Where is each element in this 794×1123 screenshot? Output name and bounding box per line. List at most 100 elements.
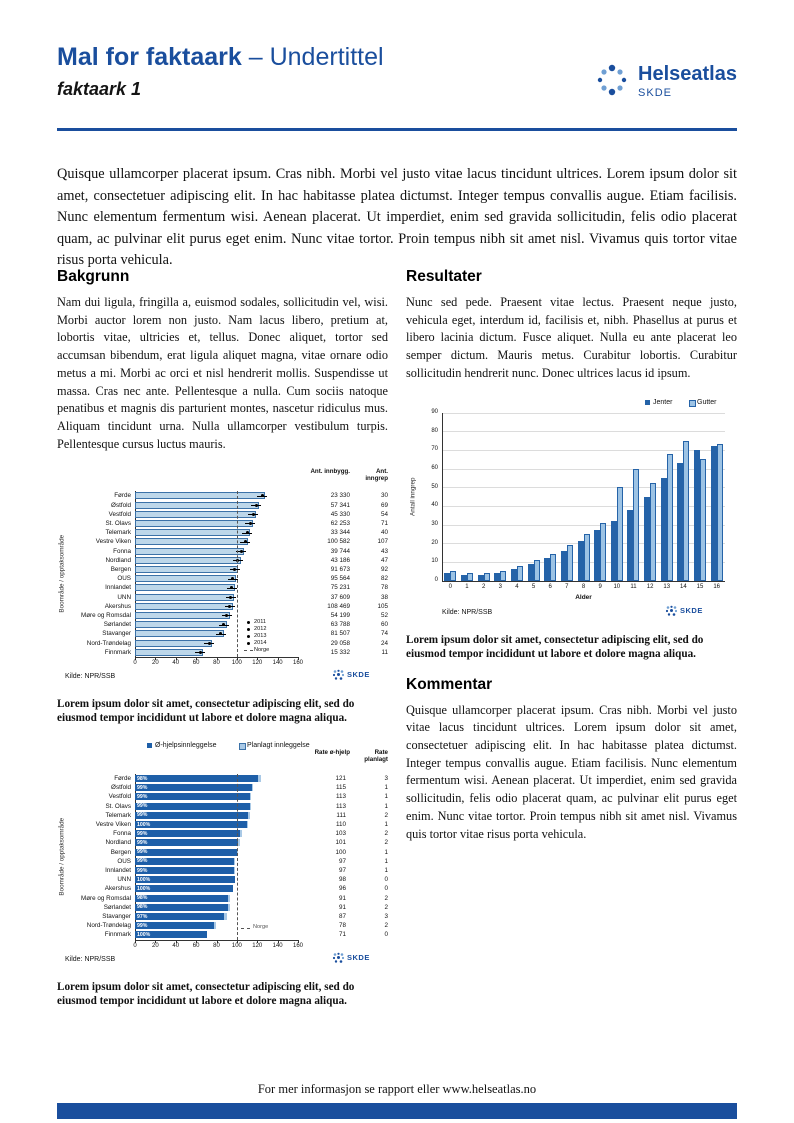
rate-main-value: 97 xyxy=(338,867,346,875)
bar-gutter xyxy=(650,483,657,581)
legend-swatch-acute xyxy=(147,743,152,749)
chart-interventions-by-age: 0 10 20 30 40 50 60 70 80 90 0 1 2 3 4 5 6 7 8 9 10 11 12 13 14 1… xyxy=(406,397,737,625)
rate-secondary-value: 2 xyxy=(384,830,388,838)
inhabitants-value: 15 332 xyxy=(330,648,350,656)
legend-label-acute: Ø-hjelpsinnleggelse xyxy=(155,742,217,750)
bar-jenter xyxy=(527,563,534,581)
y-tick-label: 20 xyxy=(431,539,438,546)
interventions-value: 74 xyxy=(380,630,388,638)
row-label: Innlandet xyxy=(105,867,131,875)
inhabitants-value: 75 231 xyxy=(330,584,350,592)
x-tick-label: 120 xyxy=(252,659,263,666)
x-tick-label: 60 xyxy=(192,942,200,949)
skde-logo-dots-icon xyxy=(332,669,345,680)
y-tick-label: 60 xyxy=(431,465,438,472)
x-tick-label: 1 xyxy=(465,583,469,590)
x-tick-label: 14 xyxy=(680,583,687,590)
x-tick-label: 160 xyxy=(292,942,303,949)
interventions-value: 69 xyxy=(380,501,388,509)
x-tick-mark xyxy=(196,656,198,660)
interventions-value: 11 xyxy=(381,648,388,656)
norge-reference-line xyxy=(236,491,238,657)
inhabitants-value: 33 344 xyxy=(330,529,350,537)
legend-norge-dash xyxy=(241,927,250,929)
marker-dot xyxy=(251,512,255,516)
section-bakgrunn: Bakgrunn Nam dui ligula, fringilla a, eu… xyxy=(57,268,388,453)
interventions-value: 78 xyxy=(380,584,388,592)
rate-secondary-value: 2 xyxy=(384,894,388,902)
column-header-2: Rate planlagt xyxy=(364,749,388,763)
x-tick-mark xyxy=(277,939,279,943)
bar-pct-label: 99% xyxy=(137,812,148,819)
bar-planned xyxy=(227,894,230,902)
x-tick-label: 100 xyxy=(231,942,242,949)
x-tick-label: 140 xyxy=(272,659,283,666)
legend-year-label: 2012 xyxy=(254,625,267,632)
marker-dot xyxy=(236,558,240,562)
bar-planned xyxy=(250,793,252,801)
inhabitants-value: 45 330 xyxy=(330,510,350,518)
row-label: St. Olavs xyxy=(105,802,131,810)
row-label: Akershus xyxy=(104,885,131,893)
x-tick-mark xyxy=(298,656,299,660)
bar-pct-label: 99% xyxy=(137,858,148,865)
bar-gutter xyxy=(666,453,673,581)
rate-secondary-value: 2 xyxy=(384,922,388,930)
source-label: Kilde: NPR/SSB xyxy=(65,672,116,680)
y-axis-line xyxy=(135,774,136,940)
bar-acute xyxy=(135,784,253,792)
bar-jenter xyxy=(510,569,517,581)
x-tick-mark xyxy=(298,939,299,943)
bar xyxy=(135,510,257,518)
inhabitants-value: 95 564 xyxy=(330,575,350,583)
bar-acute xyxy=(135,821,248,829)
legend-year-label: 2014 xyxy=(254,639,267,646)
x-tick-label: 60 xyxy=(192,659,200,666)
column-header-2: Ant. inngrep xyxy=(365,468,388,483)
bar-gutter xyxy=(583,533,590,581)
bar-acute xyxy=(135,867,234,875)
rate-main-value: 98 xyxy=(338,876,346,884)
x-tick-mark xyxy=(257,939,259,943)
figure-caption-chart3: Lorem ipsum dolor sit amet, consectetur … xyxy=(57,980,355,1008)
bar-planned xyxy=(233,857,235,865)
bar-pct-label: 100% xyxy=(137,821,151,828)
bar-planned xyxy=(239,830,242,838)
bar-planned xyxy=(248,811,251,819)
inhabitants-value: 91 673 xyxy=(330,565,350,573)
rate-secondary-value: 1 xyxy=(384,867,388,875)
bar-jenter xyxy=(594,530,601,581)
bar-pct-label: 99% xyxy=(137,793,148,800)
grid-line xyxy=(442,505,725,507)
legend-swatch-jenter xyxy=(645,399,650,405)
row-label: Vestre Viken xyxy=(95,538,131,546)
rate-main-value: 71 xyxy=(338,931,346,939)
row-label: Førde xyxy=(114,775,131,783)
row-label: Nordland xyxy=(105,839,131,847)
bar-jenter xyxy=(544,558,551,581)
x-tick-mark xyxy=(175,656,177,660)
row-label: Bergen xyxy=(110,848,131,856)
bar-planned xyxy=(237,839,240,847)
y-tick-label: 30 xyxy=(431,521,438,528)
bar xyxy=(135,593,234,601)
inhabitants-value: 63 788 xyxy=(330,621,350,629)
row-label: Nordland xyxy=(105,556,131,564)
row-label: Finnmark xyxy=(104,648,131,656)
section-body-resultater: Nunc sed pede. Praesent vitae lectus. Pr… xyxy=(406,295,737,380)
row-label: Østfold xyxy=(111,784,131,792)
grid-line xyxy=(442,412,725,414)
y-tick-label: 70 xyxy=(431,446,438,453)
x-tick-label: 20 xyxy=(152,659,159,666)
interventions-value: 105 xyxy=(377,602,388,610)
bar-gutter xyxy=(516,565,523,581)
bar-pct-label: 99% xyxy=(137,803,148,810)
bar-pct-label: 99% xyxy=(137,830,148,837)
legend-year-marker xyxy=(247,634,250,638)
rate-main-value: 97 xyxy=(338,857,346,865)
x-tick-label: 0 xyxy=(133,942,137,949)
bar-acute xyxy=(135,913,224,921)
marker-dot xyxy=(245,531,249,535)
legend-swatch-gutter xyxy=(689,399,696,407)
interventions-value: 82 xyxy=(380,575,388,583)
